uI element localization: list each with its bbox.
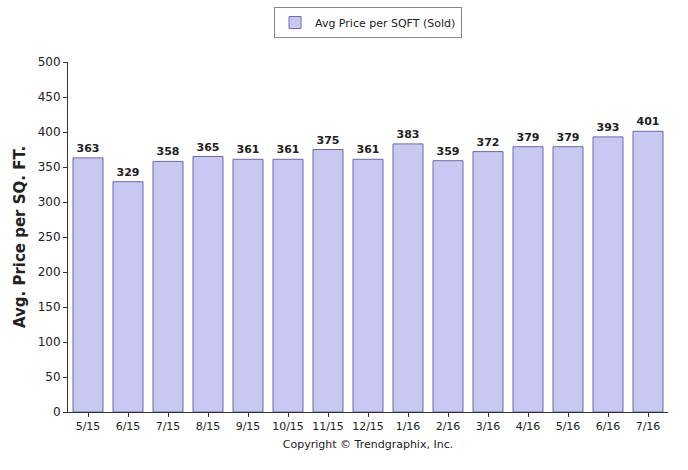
svg-text:450: 450 [38,90,61,104]
svg-text:375: 375 [317,134,340,147]
svg-text:400: 400 [38,125,61,139]
svg-text:6/15: 6/15 [116,420,141,433]
svg-text:Avg Price per SQFT (Sold): Avg Price per SQFT (Sold) [315,17,455,30]
svg-text:100: 100 [38,335,61,349]
svg-text:50: 50 [45,370,60,384]
svg-text:3/16: 3/16 [476,420,501,433]
svg-text:329: 329 [117,166,140,179]
svg-text:363: 363 [77,142,100,155]
svg-text:361: 361 [357,143,380,156]
svg-text:4/16: 4/16 [516,420,541,433]
svg-text:150: 150 [38,300,61,314]
svg-text:358: 358 [157,145,180,158]
svg-text:5/16: 5/16 [556,420,581,433]
svg-text:350: 350 [38,160,61,174]
svg-text:8/15: 8/15 [196,420,221,433]
svg-text:0: 0 [53,405,61,419]
svg-text:7/16: 7/16 [636,420,661,433]
svg-text:12/15: 12/15 [352,420,384,433]
svg-text:9/15: 9/15 [236,420,261,433]
svg-text:365: 365 [197,141,220,154]
svg-text:250: 250 [38,230,61,244]
svg-text:300: 300 [38,195,61,209]
svg-text:10/15: 10/15 [272,420,304,433]
svg-text:Copyright © Trendgraphix, Inc.: Copyright © Trendgraphix, Inc. [283,438,453,451]
svg-text:6/16: 6/16 [596,420,621,433]
svg-text:11/15: 11/15 [312,420,344,433]
svg-text:200: 200 [38,265,61,279]
svg-text:7/15: 7/15 [156,420,181,433]
svg-text:1/16: 1/16 [396,420,421,433]
svg-text:393: 393 [597,121,620,134]
svg-text:361: 361 [237,143,260,156]
svg-text:379: 379 [557,131,580,144]
svg-text:2/16: 2/16 [436,420,461,433]
svg-text:359: 359 [437,145,460,158]
svg-text:Avg. Price per SQ. FT.: Avg. Price per SQ. FT. [11,146,29,328]
svg-text:5/15: 5/15 [76,420,101,433]
svg-text:372: 372 [477,136,500,149]
svg-text:379: 379 [517,131,540,144]
svg-text:401: 401 [637,115,660,128]
svg-text:361: 361 [277,143,300,156]
svg-text:383: 383 [397,128,420,141]
svg-text:500: 500 [38,55,61,69]
